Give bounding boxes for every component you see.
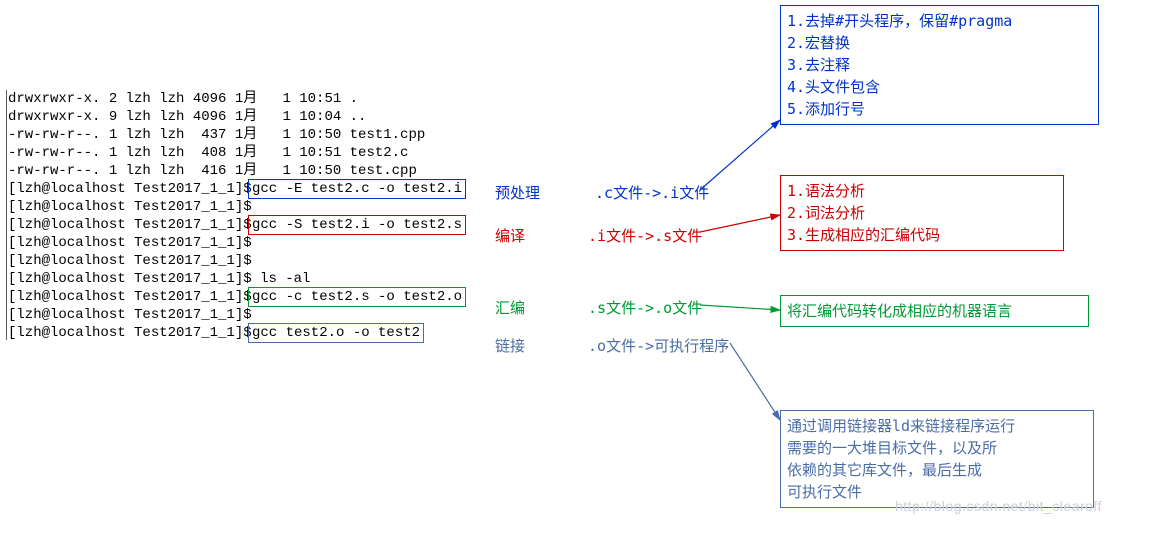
stage-title: 汇编	[495, 299, 525, 317]
info-line: 1.去掉#开头程序，保留#pragma	[787, 10, 1092, 32]
terminal-line: -rw-rw-r--. 1 lzh lzh 408 1月 1 10:51 tes…	[8, 144, 408, 162]
info-assemble-box: 将汇编代码转化成相应的机器语言	[780, 295, 1089, 327]
terminal-line: [lzh@localhost Test2017_1_1]$	[8, 288, 252, 306]
terminal-line: [lzh@localhost Test2017_1_1]$	[8, 306, 252, 324]
stage-assemble-label: 汇编 .s文件->.o文件	[495, 297, 702, 318]
arrow-line	[700, 305, 780, 310]
info-compile-box: 1.语法分析2.词法分析3.生成相应的汇编代码	[780, 175, 1064, 251]
info-line: 依赖的其它库文件，最后生成	[787, 459, 1087, 481]
info-line: 1.语法分析	[787, 180, 1057, 202]
info-link-box: 通过调用链接器ld来链接程序运行需要的一大堆目标文件，以及所依赖的其它库文件，最…	[780, 410, 1094, 508]
info-line: 通过调用链接器ld来链接程序运行	[787, 415, 1087, 437]
cmd-link-box: gcc test2.o -o test2	[248, 323, 424, 343]
stage-title: 链接	[495, 337, 525, 355]
stage-desc: .s文件->.o文件	[588, 299, 702, 317]
stage-title: 编译	[495, 227, 525, 245]
stage-title: 预处理	[495, 184, 540, 202]
info-line: 3.生成相应的汇编代码	[787, 224, 1057, 246]
watermark-text: http://blog.csdn.net/bit_clearoff	[895, 498, 1102, 514]
stage-desc: .i文件->.s文件	[588, 227, 702, 245]
terminal-line: -rw-rw-r--. 1 lzh lzh 416 1月 1 10:50 tes…	[8, 162, 417, 180]
info-line: 4.头文件包含	[787, 76, 1092, 98]
terminal-left-border	[6, 90, 7, 340]
info-line: 2.宏替换	[787, 32, 1092, 54]
info-line: 5.添加行号	[787, 98, 1092, 120]
terminal-line: [lzh@localhost Test2017_1_1]$	[8, 216, 252, 234]
stage-desc: .c文件->.i文件	[595, 184, 709, 202]
cmd-preprocess-box: gcc -E test2.c -o test2.i	[248, 179, 466, 199]
terminal-line: -rw-rw-r--. 1 lzh lzh 437 1月 1 10:50 tes…	[8, 126, 425, 144]
cmd-assemble-box: gcc -c test2.s -o test2.o	[248, 287, 466, 307]
info-preprocess-box: 1.去掉#开头程序，保留#pragma2.宏替换3.去注释4.头文件包含5.添加…	[780, 5, 1099, 125]
terminal-line: [lzh@localhost Test2017_1_1]$ ls -al	[8, 270, 310, 288]
arrow-line	[700, 215, 780, 232]
stage-link-label: 链接 .o文件->可执行程序	[495, 335, 729, 356]
arrow-line	[700, 120, 780, 190]
stage-preprocess-label: 预处理 .c文件->.i文件	[495, 182, 709, 203]
terminal-line: [lzh@localhost Test2017_1_1]$	[8, 180, 252, 198]
terminal-line: [lzh@localhost Test2017_1_1]$	[8, 234, 252, 252]
arrow-line	[730, 343, 780, 420]
terminal-line: drwxrwxr-x. 2 lzh lzh 4096 1月 1 10:51 .	[8, 90, 358, 108]
info-line: 需要的一大堆目标文件，以及所	[787, 437, 1087, 459]
stage-desc: .o文件->可执行程序	[588, 337, 729, 355]
terminal-line: [lzh@localhost Test2017_1_1]$	[8, 324, 252, 342]
info-line: 2.词法分析	[787, 202, 1057, 224]
stage-compile-label: 编译 .i文件->.s文件	[495, 225, 702, 246]
info-line: 3.去注释	[787, 54, 1092, 76]
terminal-line: [lzh@localhost Test2017_1_1]$	[8, 252, 252, 270]
terminal-line: [lzh@localhost Test2017_1_1]$	[8, 198, 252, 216]
terminal-line: drwxrwxr-x. 9 lzh lzh 4096 1月 1 10:04 ..	[8, 108, 366, 126]
cmd-compile-box: gcc -S test2.i -o test2.s	[248, 215, 466, 235]
info-line: 将汇编代码转化成相应的机器语言	[787, 300, 1082, 322]
